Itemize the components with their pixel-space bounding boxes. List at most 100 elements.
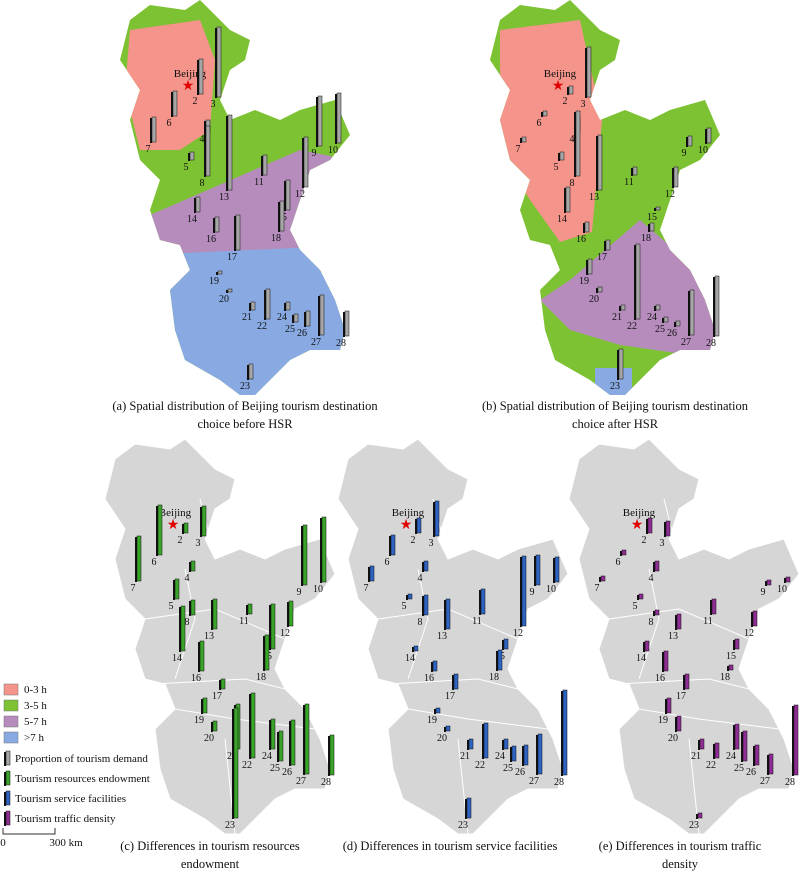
bar-side <box>197 60 199 95</box>
bar-side <box>586 260 588 275</box>
city-label: 23 <box>610 381 620 392</box>
bar <box>687 135 693 147</box>
city-label: 7 <box>595 583 600 594</box>
bar <box>217 270 223 275</box>
bar <box>663 316 669 323</box>
bar-side <box>727 666 729 671</box>
bar <box>586 46 592 98</box>
bar-side <box>672 168 674 188</box>
bar <box>655 206 661 211</box>
bar <box>676 715 682 732</box>
city-label: 27 <box>760 776 770 787</box>
bar-side <box>200 507 202 537</box>
city-label: 20 <box>204 733 214 744</box>
bar <box>734 638 740 650</box>
bar <box>202 697 208 714</box>
city-label: 28 <box>336 338 346 349</box>
city-label: 23 <box>225 820 235 831</box>
bar-side <box>482 724 484 759</box>
bar <box>497 649 503 671</box>
bar <box>632 166 638 176</box>
boundary <box>387 678 519 690</box>
bar-side <box>284 303 286 311</box>
city-label: 3 <box>660 538 665 549</box>
bar-side <box>751 612 753 627</box>
bar-side <box>264 290 266 320</box>
bar <box>785 576 791 583</box>
scale-label: 300 km <box>49 837 83 849</box>
bar-side <box>567 87 569 95</box>
zone <box>125 20 215 150</box>
bar-side <box>646 519 648 534</box>
bar <box>587 258 593 275</box>
bar <box>714 275 720 337</box>
city-label: 6 <box>616 557 621 568</box>
city-label: 19 <box>209 276 219 287</box>
city-label: 19 <box>194 715 204 726</box>
city-label: 2 <box>563 96 568 107</box>
city-label: 8 <box>649 617 654 628</box>
bar-side <box>201 699 203 714</box>
city-label: 24 <box>647 312 657 323</box>
city-label: 25 <box>503 763 513 774</box>
city-label: 8 <box>418 617 423 628</box>
legend-side <box>4 792 6 806</box>
bar <box>413 645 419 652</box>
bar-side <box>263 636 265 671</box>
bar <box>201 505 207 537</box>
bar-side <box>583 223 585 233</box>
bar-side <box>765 581 767 586</box>
bar <box>466 797 472 819</box>
bar-side <box>585 48 587 98</box>
city-label: 10 <box>328 145 338 156</box>
bar-side <box>189 562 191 572</box>
bar <box>198 58 204 95</box>
bar-side <box>675 717 677 732</box>
city-label: 17 <box>227 252 237 263</box>
bar <box>227 114 233 191</box>
legend-label: 5-7 h <box>24 716 47 728</box>
bar-side <box>422 562 424 572</box>
bar <box>654 609 660 616</box>
bar <box>665 520 671 537</box>
bar-side <box>561 691 563 776</box>
bar-side <box>596 288 598 293</box>
bar-side <box>654 306 656 311</box>
legend-side <box>4 772 6 786</box>
city-label: 12 <box>280 628 290 639</box>
bar <box>172 90 178 117</box>
city-label: 10 <box>546 584 556 595</box>
city-label: 22 <box>627 321 637 332</box>
bar <box>250 301 256 311</box>
city-label: 27 <box>681 337 691 348</box>
city-label: 20 <box>589 294 599 305</box>
bar <box>303 136 309 188</box>
bar <box>248 363 254 380</box>
caption: choice before HSR <box>197 417 293 431</box>
legend-side <box>4 752 6 766</box>
bar <box>445 598 451 630</box>
bar <box>434 500 440 537</box>
boundary <box>407 708 549 730</box>
bar <box>480 588 486 615</box>
star: ★ <box>631 518 644 533</box>
city-label: 12 <box>513 628 523 639</box>
city-label: 9 <box>312 148 317 159</box>
bar <box>768 753 774 775</box>
city-label: 13 <box>589 192 599 203</box>
bar-side <box>784 578 786 583</box>
bar-side <box>171 92 173 117</box>
city-label: 17 <box>597 252 607 263</box>
city-label: 23 <box>689 820 699 831</box>
bar <box>190 599 196 616</box>
city-label: 3 <box>581 99 586 110</box>
city-label: 9 <box>682 148 687 159</box>
bar <box>521 136 527 143</box>
city-label: 18 <box>720 672 730 683</box>
bar-side <box>733 640 735 650</box>
city-label: 14 <box>172 653 182 664</box>
bar-side <box>467 740 469 750</box>
city-label: 12 <box>665 189 675 200</box>
city-label: 24 <box>262 751 272 762</box>
bar <box>655 304 661 311</box>
